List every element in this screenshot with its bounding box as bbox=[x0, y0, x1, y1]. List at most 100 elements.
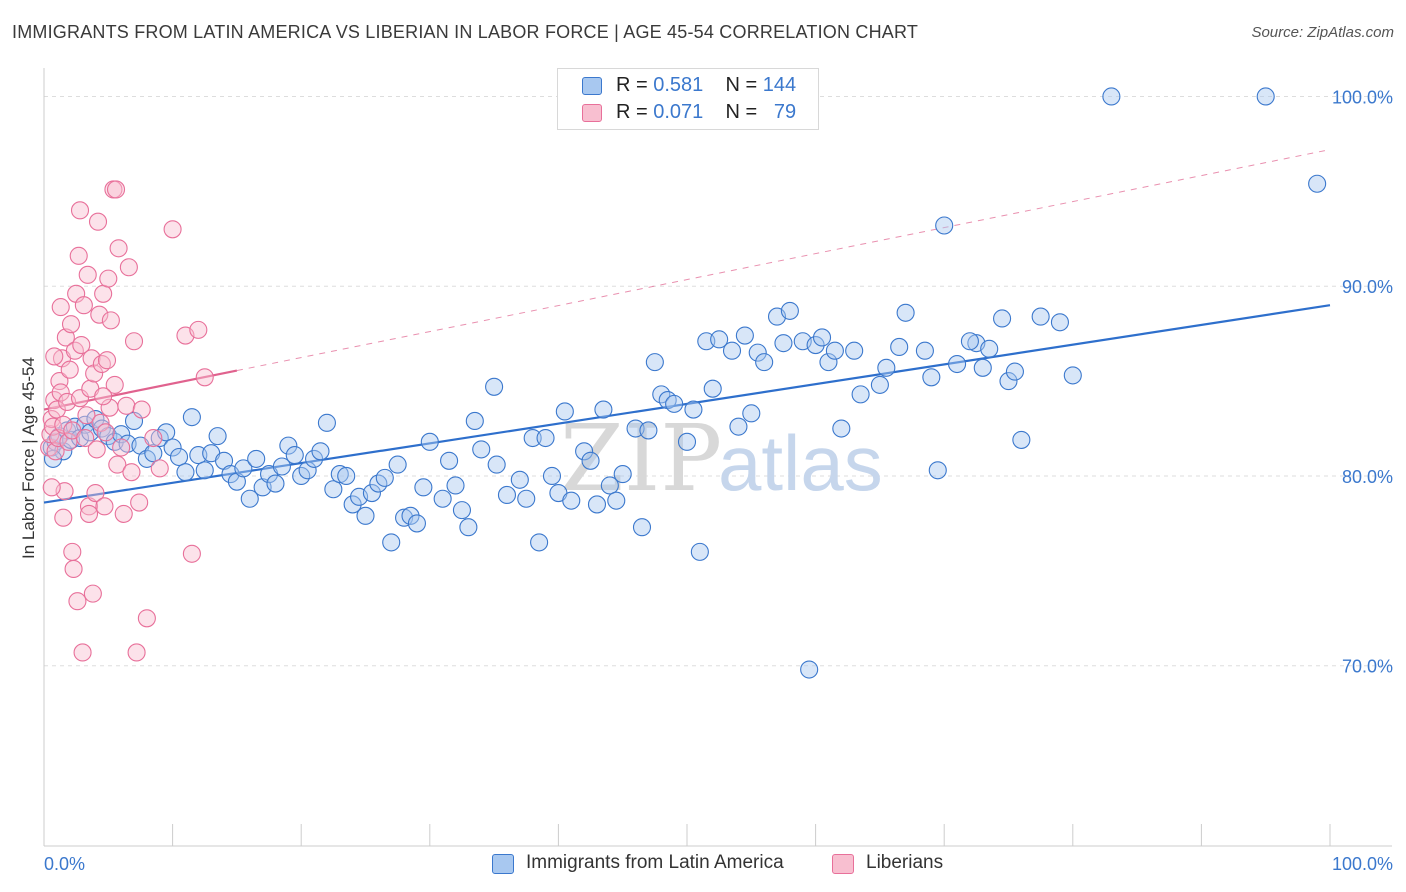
data-point-latin-america bbox=[298, 461, 317, 480]
data-point-latin-america bbox=[845, 341, 864, 360]
data-point-liberians bbox=[106, 180, 126, 199]
data-point-liberians bbox=[130, 493, 149, 512]
data-point-latin-america bbox=[356, 506, 375, 525]
data-point-latin-america bbox=[324, 480, 343, 499]
data-point-latin-america bbox=[414, 478, 433, 497]
series-liberians bbox=[40, 180, 214, 662]
data-point-liberians bbox=[127, 643, 146, 662]
r-value: 0.581 bbox=[653, 74, 704, 96]
y-tick-label: 90.0% bbox=[1342, 277, 1393, 297]
source-label: Source: ZipAtlas.com bbox=[1251, 24, 1394, 41]
data-point-latin-america bbox=[112, 425, 131, 444]
data-point-latin-america bbox=[562, 491, 581, 510]
data-point-latin-america bbox=[742, 404, 761, 423]
data-point-liberians bbox=[56, 328, 75, 347]
data-point-latin-america bbox=[575, 442, 594, 461]
data-point-latin-america bbox=[523, 428, 542, 448]
n-label: N = bbox=[725, 74, 758, 96]
legend-label: Immigrants from Latin America bbox=[526, 852, 784, 873]
data-point-latin-america bbox=[485, 377, 504, 396]
data-point-liberians bbox=[88, 212, 108, 231]
legend-label: Liberians bbox=[866, 852, 944, 873]
stats-legend: R = 0.581 N = 144 R = 0.071 N = 79 bbox=[557, 68, 819, 130]
data-point-latin-america bbox=[530, 533, 549, 552]
data-point-latin-america bbox=[343, 495, 362, 514]
swatch-blue bbox=[582, 77, 602, 95]
data-point-latin-america bbox=[1012, 430, 1031, 449]
data-point-latin-america bbox=[800, 660, 819, 679]
gridlines bbox=[44, 95, 1392, 667]
data-point-latin-america bbox=[632, 518, 652, 537]
data-point-latin-america bbox=[407, 514, 426, 533]
data-point-latin-america bbox=[896, 303, 915, 322]
data-point-liberians bbox=[68, 592, 87, 611]
data-point-latin-america bbox=[722, 341, 742, 360]
data-point-latin-america bbox=[684, 400, 703, 419]
axes bbox=[43, 68, 1392, 847]
data-point-latin-america bbox=[774, 334, 793, 353]
data-point-latin-america bbox=[1031, 307, 1050, 326]
data-point-latin-america bbox=[928, 461, 947, 480]
data-point-liberians bbox=[105, 375, 124, 394]
data-point-liberians bbox=[137, 609, 156, 628]
data-point-latin-america bbox=[420, 432, 439, 451]
data-point-liberians bbox=[73, 643, 92, 662]
data-point-latin-america bbox=[234, 459, 253, 478]
x-tick-label-min: 0.0% bbox=[44, 854, 85, 874]
data-point-latin-america bbox=[1308, 174, 1327, 193]
data-point-latin-america bbox=[703, 379, 722, 398]
data-point-latin-america bbox=[819, 353, 838, 372]
data-point-latin-america bbox=[755, 353, 774, 372]
data-point-latin-america bbox=[1050, 313, 1069, 332]
data-point-latin-america bbox=[279, 436, 298, 455]
data-point-latin-america bbox=[388, 455, 407, 474]
data-point-latin-america bbox=[993, 309, 1012, 328]
data-point-latin-america bbox=[195, 461, 214, 480]
data-point-liberians bbox=[54, 415, 73, 434]
data-point-liberians bbox=[122, 463, 141, 482]
data-point-latin-america bbox=[337, 466, 356, 486]
watermark-zip: ZIP bbox=[560, 405, 722, 512]
data-point-latin-america bbox=[382, 533, 401, 552]
data-point-latin-america bbox=[459, 518, 478, 537]
data-point-liberians bbox=[42, 478, 61, 497]
data-point-latin-america bbox=[542, 466, 562, 486]
data-point-liberians bbox=[79, 504, 99, 523]
data-point-liberians bbox=[124, 332, 144, 351]
n-label: N = bbox=[725, 101, 758, 123]
data-point-latin-america bbox=[330, 465, 349, 484]
r-label: R = bbox=[616, 74, 648, 96]
data-point-liberians bbox=[163, 220, 182, 239]
data-point-liberians bbox=[94, 284, 113, 303]
data-point-liberians bbox=[69, 246, 88, 265]
data-point-latin-america bbox=[922, 368, 941, 387]
data-point-liberians bbox=[85, 364, 104, 383]
data-point-latin-america bbox=[472, 440, 491, 459]
data-point-liberians bbox=[63, 542, 82, 561]
data-point-latin-america bbox=[639, 421, 658, 440]
data-point-liberians bbox=[97, 351, 117, 370]
data-point-latin-america bbox=[645, 353, 664, 372]
data-point-latin-america bbox=[832, 419, 851, 438]
data-point-latin-america bbox=[375, 468, 394, 487]
data-point-latin-america bbox=[870, 375, 889, 394]
data-point-latin-america bbox=[266, 474, 285, 493]
y-axis-title: In Labor Force | Age 45-54 bbox=[19, 357, 38, 559]
data-point-latin-america bbox=[607, 491, 626, 510]
data-point-latin-america bbox=[362, 484, 381, 503]
data-point-liberians bbox=[96, 423, 115, 442]
trend-line-dashed bbox=[236, 149, 1331, 372]
data-point-liberians bbox=[60, 360, 79, 379]
data-point-latin-america bbox=[452, 501, 472, 520]
data-point-latin-america bbox=[600, 476, 619, 495]
data-point-latin-america bbox=[999, 372, 1018, 391]
data-point-liberians bbox=[77, 406, 96, 425]
data-point-liberians bbox=[90, 305, 109, 324]
data-point-latin-america bbox=[247, 449, 266, 468]
chart-title: IMMIGRANTS FROM LATIN AMERICA VS LIBERIA… bbox=[12, 22, 919, 42]
data-point-liberians bbox=[42, 409, 61, 429]
data-point-latin-america bbox=[144, 444, 163, 463]
data-point-liberians bbox=[109, 239, 128, 258]
data-point-latin-america bbox=[440, 451, 459, 470]
